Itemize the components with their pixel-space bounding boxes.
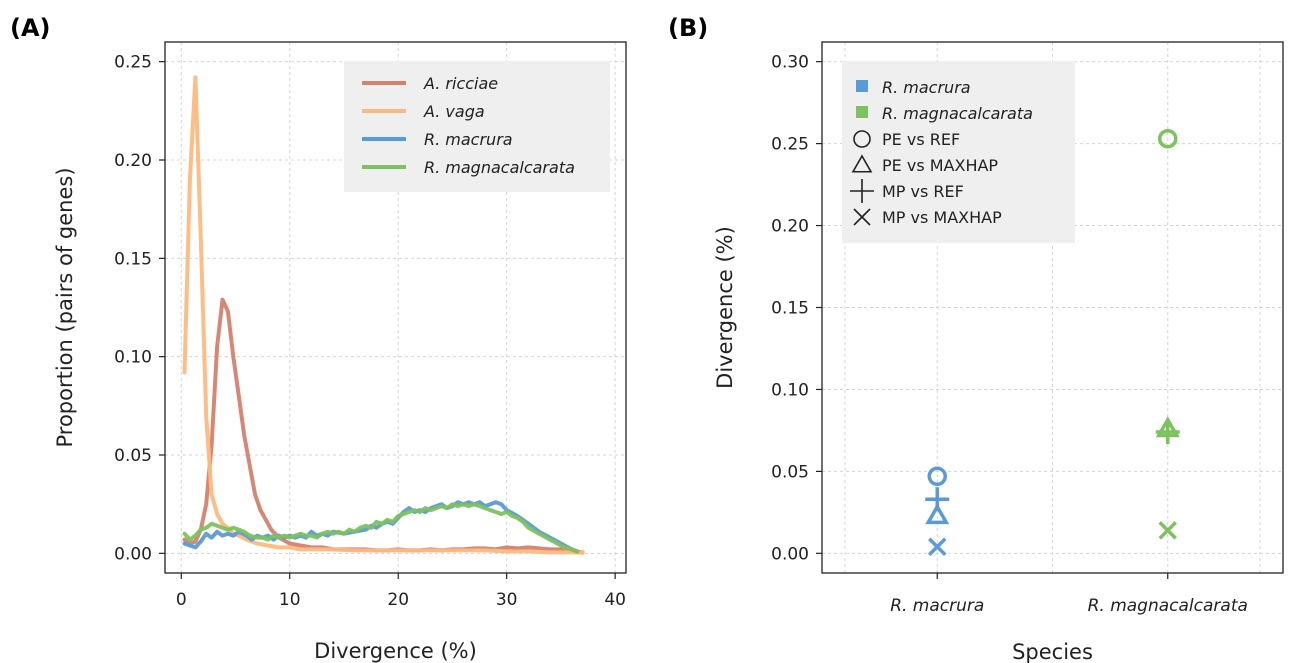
legend-marker-mp-vs-ref	[850, 179, 874, 203]
x-tick-label: 20	[387, 590, 409, 610]
legend-label-r-magnacalcarata: R. magnacalcarata	[424, 158, 575, 177]
legend-box-b	[842, 61, 1075, 243]
y-tick-label: 0.10	[771, 380, 809, 400]
y-tick-label: 0.30	[771, 53, 809, 73]
series-line-a-vaga	[182, 75, 585, 555]
x-tick-label-r-macrura: R. macrura	[890, 596, 984, 616]
x-axis-label-a: Divergence (%)	[314, 639, 477, 663]
legend-label-mp-vs-ref: MP vs REF	[882, 182, 964, 201]
y-tick-label: 0.05	[771, 462, 809, 482]
y-tick-label: 0.15	[114, 249, 152, 269]
y-tick-label: 0.05	[114, 446, 152, 466]
point-r-magnacalcarata-mp-vs-ref	[1155, 420, 1180, 445]
plot-frame-b	[821, 41, 1284, 574]
legend-marker-pe-vs-maxhap	[851, 154, 873, 173]
legend-label-r-macrura: R. macrura	[424, 130, 513, 149]
point-r-macrura-pe-vs-maxhap	[925, 503, 950, 525]
x-tick-label: 40	[604, 590, 626, 610]
series-line-r-magnacalcarata	[182, 502, 580, 554]
series-line-a-ricciae	[182, 297, 585, 555]
legend-label-pe-vs-ref: PE vs REF	[882, 130, 960, 149]
y-axis-label-b: Divergence (%)	[713, 226, 737, 389]
legend-label-a-vaga: A. vaga	[423, 102, 485, 121]
panel-b: (B) 0.00 0.05 0.10 0.15 0.20 0.25 0.30 R. macrur…	[668, 14, 1284, 663]
point-r-macrura-mp-vs-maxhap	[928, 537, 947, 557]
y-axis-label-a: Proportion (pairs of genes)	[53, 167, 77, 447]
x-tick-label: 10	[279, 590, 301, 610]
panel-a: (A) 0 10 20 30 40 0.00 0.05 0.10 0.15 0.20 0.25 A. r…	[10, 14, 627, 663]
x-tick-label: 30	[496, 590, 518, 610]
y-tick-label: 0.25	[114, 53, 152, 73]
y-tick-label: 0.10	[114, 348, 152, 368]
panel-label-b: (B)	[668, 14, 708, 42]
legend-label-a-ricciae: A. ricciae	[423, 74, 498, 93]
legend-label-mp-vs-maxhap: MP vs MAXHAP	[882, 208, 1002, 227]
y-tick-label: 0.15	[771, 299, 809, 319]
plot-frame-a	[164, 41, 627, 574]
point-r-magnacalcarata-mp-vs-maxhap	[1158, 521, 1177, 540]
x-axis-label-b: Species	[1012, 640, 1093, 663]
panel-label-a: (A)	[10, 14, 51, 42]
series-line-r-macrura	[182, 500, 580, 554]
legend-swatch-r-macrura	[856, 80, 868, 92]
point-r-macrura-pe-vs-ref	[927, 466, 947, 487]
y-tick-label: 0.20	[771, 217, 809, 237]
legend-label-r-macrura: R. macrura	[882, 78, 971, 97]
y-tick-label: 0.25	[771, 135, 809, 155]
y-tick-label: 0.20	[114, 151, 152, 171]
x-tick-label-r-magnacalcarata: R. magnacalcarata	[1088, 596, 1248, 616]
legend-label-pe-vs-maxhap: PE vs MAXHAP	[882, 156, 998, 175]
y-tick-label: 0.00	[114, 544, 152, 564]
legend-label-r-magnacalcarata: R. magnacalcarata	[882, 104, 1033, 123]
point-r-macrura-mp-vs-ref	[925, 487, 950, 512]
x-tick-label: 0	[176, 590, 187, 610]
legend-marker-pe-vs-ref	[853, 130, 871, 148]
legend-swatch-r-magnacalcarata	[856, 106, 868, 118]
legend-marker-mp-vs-maxhap	[853, 208, 871, 226]
point-r-magnacalcarata-pe-vs-ref	[1158, 128, 1178, 149]
y-tick-label: 0.00	[771, 544, 809, 564]
